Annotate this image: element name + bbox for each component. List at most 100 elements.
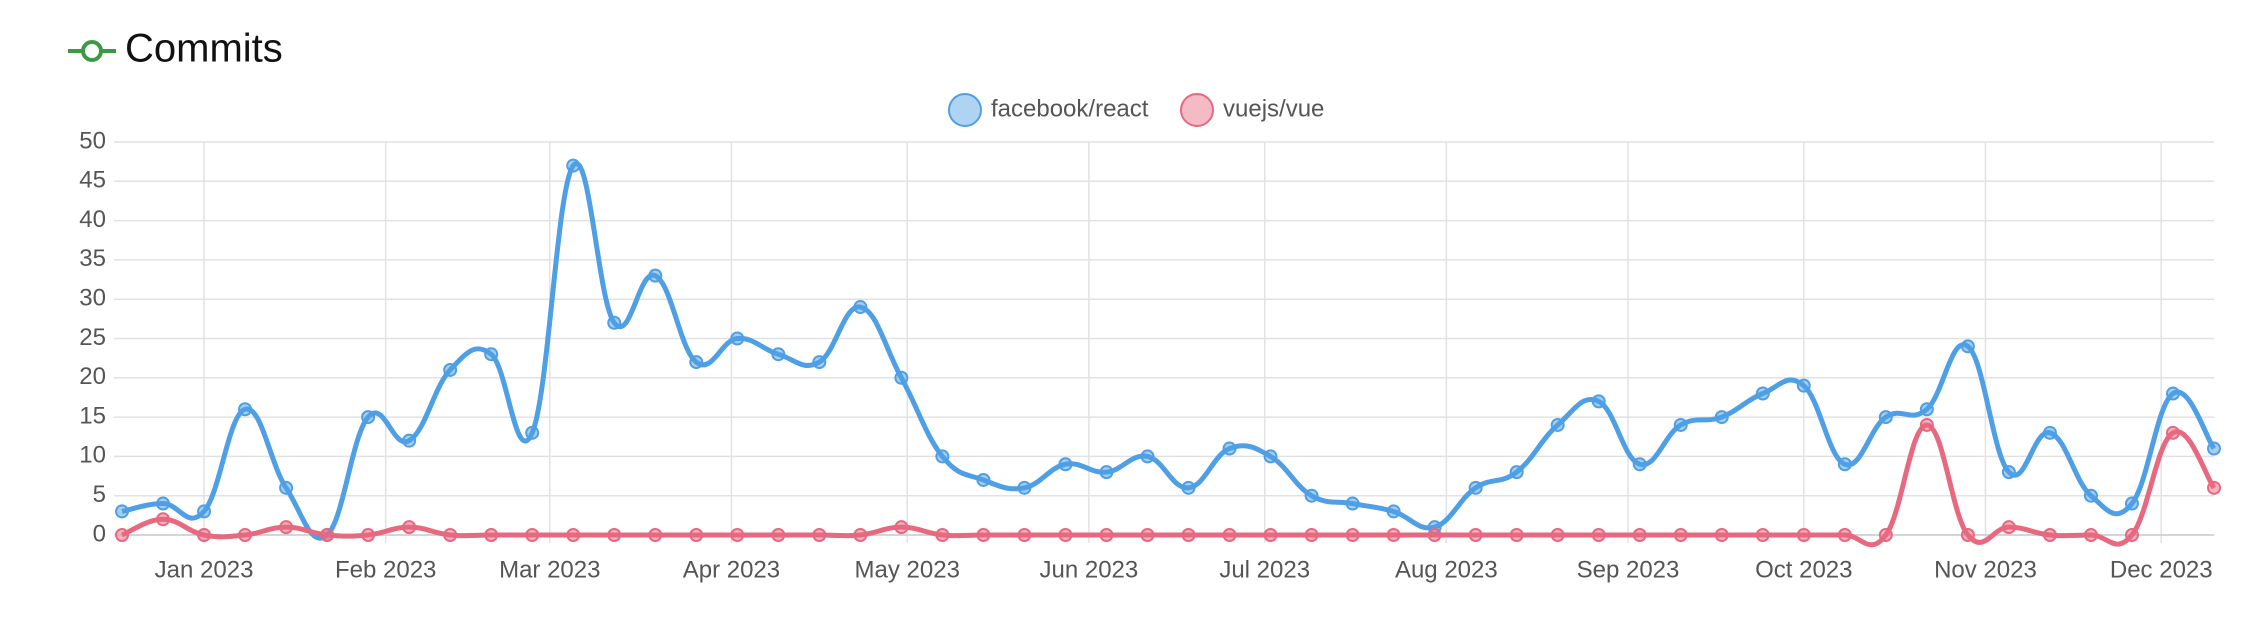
legend-label: facebook/react [991,95,1149,122]
data-point [1591,528,1606,542]
data-point [279,480,294,495]
data-point [1673,528,1688,542]
data-point [1345,496,1360,511]
data-point [361,410,376,425]
data-point [1509,465,1524,480]
x-tick-label: Jun 2023 [1040,556,1139,583]
data-point [525,528,540,542]
data-point [1017,480,1032,495]
data-point [402,433,417,448]
data-point [976,528,991,542]
data-point [607,315,622,330]
data-point [1304,528,1319,542]
data-point [689,355,704,370]
data-point [1796,378,1811,393]
data-point [648,528,663,542]
data-point [771,347,786,362]
data-point [1222,528,1237,542]
data-point [1714,528,1729,542]
data-point [1140,449,1155,464]
y-tick-label: 5 [93,481,106,508]
data-point [238,402,253,417]
data-point [443,528,458,542]
data-point [894,520,909,535]
data-point [648,268,663,283]
data-point [1222,441,1237,456]
series-line [121,160,2217,541]
data-point [115,504,129,519]
x-tick-label: Jan 2023 [155,556,254,583]
data-point [1550,417,1565,432]
data-point [1263,449,1278,464]
data-point [1386,504,1401,519]
data-point [1919,417,1934,432]
x-tick-label: Apr 2023 [683,556,780,583]
data-point [1919,402,1934,417]
data-point [1468,480,1483,495]
data-point [1017,528,1032,542]
data-point [1878,528,1893,542]
data-point [1632,528,1647,542]
data-point [197,528,212,542]
data-point [730,528,745,542]
data-point [976,472,991,487]
data-point [2207,480,2221,495]
data-point [2124,496,2139,511]
x-tick-label: May 2023 [855,556,960,583]
data-point [279,520,294,535]
y-tick-label: 35 [79,245,106,272]
data-point [320,528,335,542]
x-tick-label: Nov 2023 [1934,556,2037,583]
data-point [1181,528,1196,542]
data-point [156,512,171,527]
data-point [1755,386,1770,401]
data-point [1509,528,1524,542]
data-point [1714,410,1729,425]
data-point [935,449,950,464]
data-point [197,504,212,519]
data-point [1878,410,1893,425]
y-tick-label: 15 [79,402,106,429]
data-point [2042,425,2057,440]
data-point [402,520,417,535]
data-point [443,362,458,377]
x-tick-label: Dec 2023 [2110,556,2213,583]
series-line [120,422,2217,548]
data-point [156,496,171,511]
chart-title: Commits [125,27,283,71]
y-tick-label: 50 [79,127,106,154]
y-tick-label: 20 [79,363,106,390]
legend-swatch [948,93,982,127]
data-point [2165,425,2180,440]
data-point [771,528,786,542]
data-point [1591,394,1606,409]
y-tick-label: 10 [79,442,106,469]
data-point [853,300,868,315]
data-point [115,528,129,542]
data-point [1468,528,1483,542]
data-point [2001,465,2016,480]
data-point [1632,457,1647,472]
data-point [1755,528,1770,542]
data-point [1058,528,1073,542]
data-point [607,528,622,542]
y-tick-label: 40 [79,206,106,233]
data-point [730,331,745,346]
legend-swatch [1180,93,1214,127]
data-point [525,425,540,440]
data-point [853,528,868,542]
y-tick-label: 30 [79,285,106,312]
data-point [1263,528,1278,542]
data-point [1837,528,1852,542]
data-point [812,355,827,370]
data-point [2165,386,2180,401]
data-point [1304,488,1319,503]
data-point [566,528,581,542]
legend-label: vuejs/vue [1223,95,1324,122]
data-point [2042,528,2057,542]
data-point [2083,528,2098,542]
commits-icon [68,40,116,62]
data-point [2124,528,2139,542]
data-point [1345,528,1360,542]
